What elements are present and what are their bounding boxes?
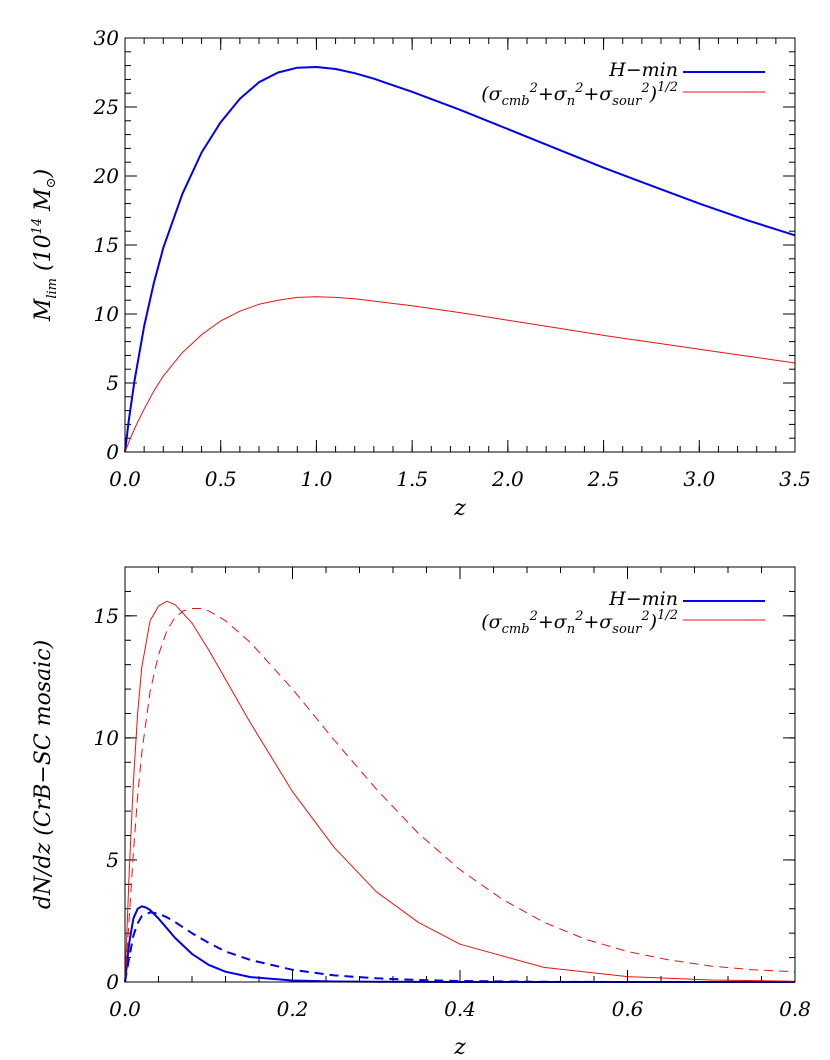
series-line-h_min (124, 66, 796, 453)
x-tick-label: 0.0 (109, 467, 141, 491)
y-tick-label: 10 (94, 302, 120, 326)
mass-limit-legend: H−min (σcmb2+σn2+σsour2)1/2 (481, 59, 765, 109)
number-counts-x-axis-title: z (453, 1035, 466, 1060)
legend-label-sigma: (σcmb2+σn2+σsour2)1/2 (481, 608, 678, 637)
series-line-h_min-dashed (124, 911, 795, 983)
x-tick-label: 1.0 (301, 467, 333, 491)
y-tick-label: 0 (106, 970, 119, 994)
y-tick-label: 25 (93, 95, 119, 119)
y-tick-label: 0 (106, 440, 119, 464)
series-line-sigma (124, 600, 796, 983)
x-tick-label: 0.0 (109, 997, 141, 1021)
mass-limit-panel: 0.0 0.5 1.0 1.5 2.0 2.5 3.0 3.5 0 5 10 15 20 25 30 H−m… (30, 26, 811, 521)
y-tick-label: 20 (93, 164, 120, 188)
legend-label-h-min: H−min (608, 59, 678, 81)
x-tick-label: 0.5 (205, 467, 237, 491)
mass-limit-series (124, 66, 796, 453)
x-tick-label: 2.5 (587, 467, 620, 491)
x-tick-label: 3.5 (779, 467, 811, 491)
x-tick-label: 0.8 (779, 997, 811, 1021)
x-tick-label: 2.0 (491, 467, 524, 491)
x-tick-label: 0.6 (612, 997, 644, 1021)
y-tick-label: 15 (94, 233, 119, 257)
number-counts-legend: H−min (σcmb2+σn2+σsour2)1/2 (481, 588, 765, 637)
number-counts-panel: 0.0 0.2 0.4 0.6 0.8 0 5 10 15 H−min (σcmb2+σn2+σ… (31, 566, 811, 1060)
y-tick-label: 30 (94, 26, 120, 50)
series-line-sigma (124, 296, 796, 453)
number-counts-ticks: 0.0 0.2 0.4 0.6 0.8 0 5 10 15 (94, 566, 811, 1021)
x-tick-label: 0.2 (277, 997, 309, 1021)
x-tick-label: 0.4 (444, 997, 476, 1021)
number-counts-series (124, 600, 796, 983)
mass-limit-ticks: 0.0 0.5 1.0 1.5 2.0 2.5 3.0 3.5 0 5 10 15 20 25 30 (93, 26, 811, 491)
y-tick-label: 5 (106, 371, 119, 395)
mass-limit-x-axis-title: z (453, 496, 466, 521)
y-tick-label: 5 (106, 848, 119, 872)
number-counts-y-axis-title: dN/dz (CrB−SC mosaic) (31, 640, 56, 909)
mass-limit-y-axis-title: Mlim (1014 M⊙) (30, 169, 60, 322)
y-tick-label: 10 (94, 726, 120, 750)
x-tick-label: 1.5 (396, 467, 428, 491)
series-line-sigma-dashed (124, 608, 796, 983)
number-counts-plot-frame (124, 566, 796, 983)
legend-label-h-min: H−min (608, 588, 678, 610)
y-tick-label: 15 (94, 604, 119, 628)
x-tick-label: 3.0 (683, 467, 715, 491)
legend-label-sigma: (σcmb2+σn2+σsour2)1/2 (481, 80, 678, 109)
mass-limit-plot-frame (124, 37, 796, 453)
